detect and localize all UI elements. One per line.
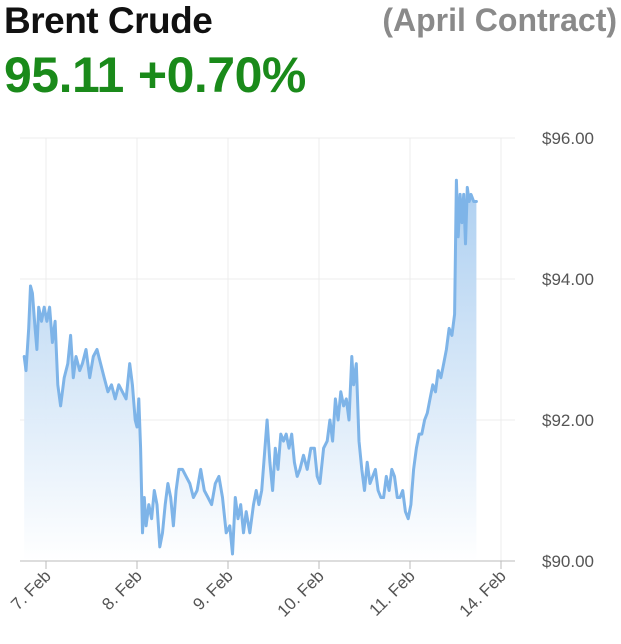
y-tick-label: $96.00 xyxy=(542,129,594,148)
price-line xyxy=(22,178,478,556)
x-tick-label: 7. Feb xyxy=(7,566,55,614)
x-axis: 7. Feb 8. Feb 9. Feb 10. Feb 11. Feb 14. Feb xyxy=(7,561,510,621)
price-change: +0.70% xyxy=(137,47,306,103)
contract-label: (April Contract) xyxy=(382,2,617,38)
chart-title: Brent Crude xyxy=(4,0,213,41)
price-area xyxy=(24,180,477,562)
last-price: 95.11 xyxy=(4,47,124,103)
y-tick-label: $94.00 xyxy=(542,270,594,289)
price-chart: 7. Feb 8. Feb 9. Feb 10. Feb 11. Feb 14. Feb … xyxy=(7,129,594,621)
y-tick-label: $90.00 xyxy=(542,552,594,571)
y-tick-label: $92.00 xyxy=(542,411,594,430)
y-axis: $90.00 $92.00 $94.00 $96.00 xyxy=(542,129,594,571)
price-row: 95.11 +0.70% xyxy=(4,46,306,104)
x-tick-label: 14. Feb xyxy=(456,566,510,620)
x-tick-label: 10. Feb xyxy=(274,566,328,620)
x-tick-label: 11. Feb xyxy=(366,566,419,619)
x-tick-label: 9. Feb xyxy=(189,566,237,614)
x-tick-label: 8. Feb xyxy=(98,566,146,614)
